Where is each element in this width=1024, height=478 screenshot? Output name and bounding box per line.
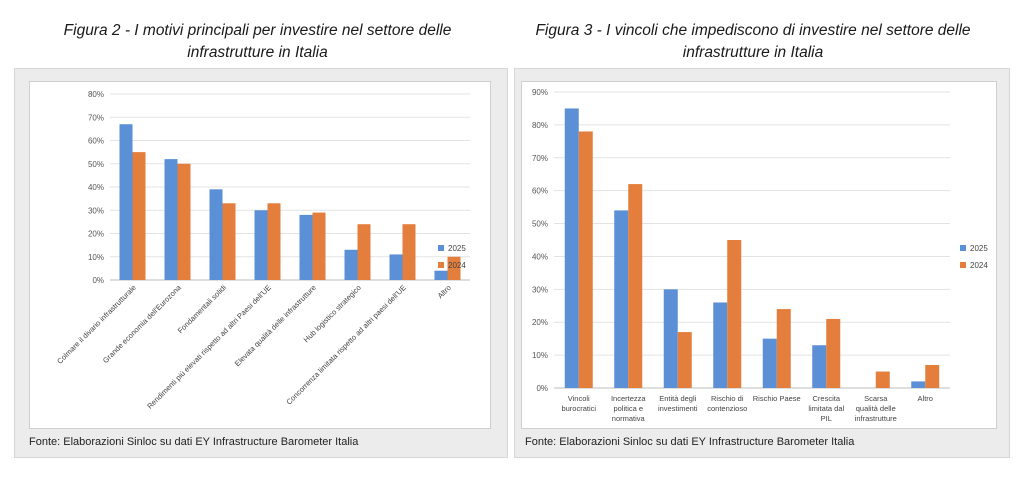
bar-2025 [209,189,223,280]
figure-3-title-line-2: infrastrutture in Italia [682,44,824,61]
figure-2-source: Fonte: Elaborazioni Sinloc su dati EY In… [29,436,359,448]
figure-2-title-line-1: Figura 2 - I motivi principali per inves… [63,22,452,39]
y-tick-label: 0% [92,276,104,285]
y-tick-label: 30% [532,285,548,294]
x-tick-label: Scarsa qualità delle infrastrutture [855,394,897,423]
y-tick-label: 20% [532,318,548,327]
legend-label-2025: 2025 [970,244,988,253]
x-tick-label: Entità degli investimenti [658,394,698,413]
y-tick-label: 70% [532,154,548,163]
y-tick-label: 50% [88,160,104,169]
x-tick-label: Colmare il divario infrastrutturale [55,283,138,366]
bar-2025 [713,302,728,388]
y-tick-label: 80% [88,90,104,99]
bar-2025 [614,210,629,388]
bar-2025 [911,381,926,388]
x-tick-label: Rischio di contenzioso [707,394,747,413]
figure-3-source: Fonte: Elaborazioni Sinloc su dati EY In… [525,436,855,448]
x-tick-label: Altro [436,283,453,300]
bar-2025 [564,108,579,388]
bar-2024 [826,318,841,388]
x-tick-label: Grande economia dell'Eurozona [101,282,184,365]
y-tick-label: 60% [88,137,104,146]
figure-2-title-line-2: infrastrutture in Italia [187,44,328,61]
y-tick-label: 50% [532,220,548,229]
bar-2024 [578,131,593,388]
figure-2-chart: 0% 10% 20% 30% 40% 50% 60% 70% 80% Colmare il div… [55,90,470,411]
bar-2025 [254,210,268,280]
x-tick-label: Elevata qualità delle infrastrutture [233,283,318,368]
x-tick-label: Incertezza politica e normativa [611,394,646,423]
bar-2024 [628,184,643,388]
y-tick-label: 60% [532,187,548,196]
bar-2025 [762,338,777,388]
bar-2024 [177,163,191,280]
bar-2024 [875,371,890,388]
y-tick-label: 40% [88,183,104,192]
figure-3-chart: 0% 10% 20% 30% 40% 50% 60% 70% 80% 90% Vincoli buro… [532,88,988,423]
legend-swatch-2024 [960,262,966,268]
y-tick-label: 10% [88,253,104,262]
bar-2024 [727,240,742,388]
x-tick-label: Crescita limitata dal PIL [808,394,844,423]
legend-swatch-2025 [960,245,966,251]
bar-2024 [357,224,371,280]
bar-2024 [677,332,692,388]
bar-2024 [402,224,416,280]
x-tick-label: Vincoli burocratici [561,394,596,413]
figure-3-title: Figura 3 - I vincoli che impediscono di … [508,20,998,64]
bar-2024 [925,364,940,388]
bar-2025 [299,214,313,280]
bar-2025 [344,249,358,280]
bar-2024 [447,256,461,280]
bar-2025 [812,345,827,388]
y-tick-label: 40% [532,252,548,261]
bar-2024 [267,203,281,280]
y-tick-label: 70% [88,113,104,122]
figure-3-chart-area: 0% 10% 20% 30% 40% 50% 60% 70% 80% 90% Vincoli buro… [521,81,997,429]
y-tick-label: 0% [536,384,548,393]
x-tick-label: Altro [918,394,933,403]
bar-2025 [434,270,448,280]
figure-2-title: Figura 2 - I motivi principali per inves… [20,20,495,64]
legend-swatch-2025 [438,245,444,251]
bar-2025 [119,124,133,280]
bar-2024 [132,152,146,280]
figure-3-title-line-1: Figura 3 - I vincoli che impediscono di … [535,22,971,39]
bar-2024 [776,309,791,388]
legend-label-2025: 2025 [448,244,466,253]
bar-2025 [164,159,178,280]
y-tick-label: 90% [532,88,548,97]
y-tick-label: 80% [532,121,548,130]
bar-2024 [312,212,326,280]
figure-3-panel: 0% 10% 20% 30% 40% 50% 60% 70% 80% 90% Vincoli buro… [514,68,1010,458]
figure-2-panel: 0% 10% 20% 30% 40% 50% 60% 70% 80% Colmare il div… [14,68,508,458]
y-tick-label: 30% [88,206,104,215]
y-tick-label: 10% [532,351,548,360]
legend-label-2024: 2024 [970,261,988,270]
bar-2024 [222,203,236,280]
x-tick-label: Rischio Paese [753,394,801,403]
legend-swatch-2024 [438,262,444,268]
legend-label-2024: 2024 [448,261,466,270]
bar-2025 [389,254,403,280]
y-tick-label: 20% [88,230,104,239]
x-tick-label: Fondamentali solidi [176,283,228,335]
figure-2-chart-area: 0% 10% 20% 30% 40% 50% 60% 70% 80% Colmare il div… [29,81,491,429]
bar-2025 [663,289,678,388]
